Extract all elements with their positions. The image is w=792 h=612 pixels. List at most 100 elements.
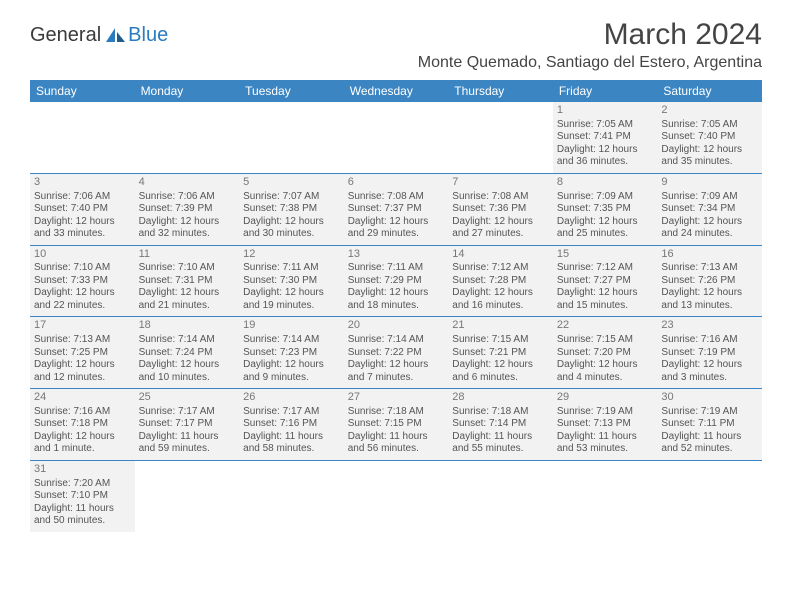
sun-line: Daylight: 12 hours bbox=[452, 287, 549, 300]
sun-line: Sunset: 7:24 PM bbox=[139, 347, 236, 360]
sun-line: Sunset: 7:25 PM bbox=[34, 347, 131, 360]
day-number: 4 bbox=[139, 176, 236, 190]
empty-cell bbox=[135, 461, 240, 532]
day-number: 19 bbox=[243, 319, 340, 333]
day-header-friday: Friday bbox=[553, 80, 658, 102]
sun-line: Daylight: 11 hours bbox=[557, 431, 654, 444]
sun-line: Sunrise: 7:13 AM bbox=[34, 334, 131, 347]
sun-line: Sunrise: 7:19 AM bbox=[557, 406, 654, 419]
title-block: March 2024 Monte Quemado, Santiago del E… bbox=[418, 18, 762, 72]
day-number: 9 bbox=[661, 176, 758, 190]
day-number: 8 bbox=[557, 176, 654, 190]
sun-line: Sunrise: 7:15 AM bbox=[557, 334, 654, 347]
sun-line: Daylight: 11 hours bbox=[661, 431, 758, 444]
sun-line: Sunset: 7:39 PM bbox=[139, 203, 236, 216]
day-number: 13 bbox=[348, 248, 445, 262]
sun-line: Sunrise: 7:15 AM bbox=[452, 334, 549, 347]
sun-line: and 53 minutes. bbox=[557, 443, 654, 456]
day-cell: 13Sunrise: 7:11 AMSunset: 7:29 PMDayligh… bbox=[344, 246, 449, 317]
sun-line: and 55 minutes. bbox=[452, 443, 549, 456]
day-number: 10 bbox=[34, 248, 131, 262]
empty-cell bbox=[657, 461, 762, 532]
sun-line: Sunset: 7:15 PM bbox=[348, 418, 445, 431]
day-cell: 8Sunrise: 7:09 AMSunset: 7:35 PMDaylight… bbox=[553, 174, 658, 245]
sun-line: Daylight: 12 hours bbox=[243, 359, 340, 372]
day-number: 17 bbox=[34, 319, 131, 333]
sun-line: Sunrise: 7:16 AM bbox=[661, 334, 758, 347]
day-cell: 24Sunrise: 7:16 AMSunset: 7:18 PMDayligh… bbox=[30, 389, 135, 460]
weeks-container: 1Sunrise: 7:05 AMSunset: 7:41 PMDaylight… bbox=[30, 102, 762, 532]
sun-line: Daylight: 12 hours bbox=[243, 287, 340, 300]
sun-line: Sunset: 7:37 PM bbox=[348, 203, 445, 216]
sun-line: Sunrise: 7:09 AM bbox=[557, 191, 654, 204]
week-row: 1Sunrise: 7:05 AMSunset: 7:41 PMDaylight… bbox=[30, 102, 762, 174]
sun-line: and 9 minutes. bbox=[243, 372, 340, 385]
sun-line: Sunset: 7:30 PM bbox=[243, 275, 340, 288]
sun-line: Sunset: 7:19 PM bbox=[661, 347, 758, 360]
day-number: 12 bbox=[243, 248, 340, 262]
day-number: 11 bbox=[139, 248, 236, 262]
day-number: 20 bbox=[348, 319, 445, 333]
sun-line: Sunset: 7:10 PM bbox=[34, 490, 131, 503]
day-cell: 17Sunrise: 7:13 AMSunset: 7:25 PMDayligh… bbox=[30, 317, 135, 388]
sun-line: Daylight: 12 hours bbox=[557, 359, 654, 372]
empty-cell bbox=[344, 102, 449, 173]
sun-line: Sunset: 7:14 PM bbox=[452, 418, 549, 431]
sun-line: and 25 minutes. bbox=[557, 228, 654, 241]
sun-line: Daylight: 12 hours bbox=[34, 287, 131, 300]
sun-line: Sunrise: 7:20 AM bbox=[34, 478, 131, 491]
sun-line: Sunrise: 7:05 AM bbox=[661, 119, 758, 132]
sun-line: Sunrise: 7:10 AM bbox=[139, 262, 236, 275]
sun-line: Daylight: 11 hours bbox=[243, 431, 340, 444]
sun-line: Sunset: 7:20 PM bbox=[557, 347, 654, 360]
day-cell: 3Sunrise: 7:06 AMSunset: 7:40 PMDaylight… bbox=[30, 174, 135, 245]
sun-line: Daylight: 12 hours bbox=[557, 216, 654, 229]
sun-line: Daylight: 12 hours bbox=[452, 359, 549, 372]
day-number: 24 bbox=[34, 391, 131, 405]
sun-line: Sunrise: 7:05 AM bbox=[557, 119, 654, 132]
sun-line: Sunrise: 7:14 AM bbox=[348, 334, 445, 347]
day-cell: 26Sunrise: 7:17 AMSunset: 7:16 PMDayligh… bbox=[239, 389, 344, 460]
logo-sail-icon bbox=[106, 26, 126, 44]
empty-cell bbox=[135, 102, 240, 173]
sun-line: Sunrise: 7:14 AM bbox=[139, 334, 236, 347]
sun-line: Sunrise: 7:16 AM bbox=[34, 406, 131, 419]
sun-line: Daylight: 12 hours bbox=[348, 216, 445, 229]
sun-line: and 16 minutes. bbox=[452, 300, 549, 313]
sun-line: Sunrise: 7:13 AM bbox=[661, 262, 758, 275]
day-cell: 25Sunrise: 7:17 AMSunset: 7:17 PMDayligh… bbox=[135, 389, 240, 460]
sun-line: Sunset: 7:33 PM bbox=[34, 275, 131, 288]
sun-line: Daylight: 12 hours bbox=[557, 287, 654, 300]
empty-cell bbox=[239, 102, 344, 173]
day-header-wednesday: Wednesday bbox=[344, 80, 449, 102]
day-cell: 1Sunrise: 7:05 AMSunset: 7:41 PMDaylight… bbox=[553, 102, 658, 173]
sun-line: Sunset: 7:40 PM bbox=[661, 131, 758, 144]
day-cell: 16Sunrise: 7:13 AMSunset: 7:26 PMDayligh… bbox=[657, 246, 762, 317]
sun-line: and 58 minutes. bbox=[243, 443, 340, 456]
empty-cell bbox=[344, 461, 449, 532]
sun-line: and 30 minutes. bbox=[243, 228, 340, 241]
day-number: 18 bbox=[139, 319, 236, 333]
sun-line: and 19 minutes. bbox=[243, 300, 340, 313]
day-header-monday: Monday bbox=[135, 80, 240, 102]
sun-line: and 35 minutes. bbox=[661, 156, 758, 169]
sun-line: and 56 minutes. bbox=[348, 443, 445, 456]
logo-text-general: General bbox=[30, 24, 101, 47]
sun-line: Sunrise: 7:14 AM bbox=[243, 334, 340, 347]
sun-line: Daylight: 12 hours bbox=[661, 144, 758, 157]
sun-line: Sunrise: 7:11 AM bbox=[243, 262, 340, 275]
sun-line: Daylight: 12 hours bbox=[348, 359, 445, 372]
day-cell: 18Sunrise: 7:14 AMSunset: 7:24 PMDayligh… bbox=[135, 317, 240, 388]
day-header-row: Sunday Monday Tuesday Wednesday Thursday… bbox=[30, 80, 762, 102]
day-cell: 14Sunrise: 7:12 AMSunset: 7:28 PMDayligh… bbox=[448, 246, 553, 317]
sun-line: Sunset: 7:21 PM bbox=[452, 347, 549, 360]
sun-line: Sunrise: 7:10 AM bbox=[34, 262, 131, 275]
sun-line: Sunrise: 7:12 AM bbox=[452, 262, 549, 275]
day-cell: 29Sunrise: 7:19 AMSunset: 7:13 PMDayligh… bbox=[553, 389, 658, 460]
month-title: March 2024 bbox=[418, 18, 762, 52]
day-header-tuesday: Tuesday bbox=[239, 80, 344, 102]
sun-line: Daylight: 12 hours bbox=[452, 216, 549, 229]
sun-line: Daylight: 11 hours bbox=[139, 431, 236, 444]
sun-line: Sunset: 7:29 PM bbox=[348, 275, 445, 288]
week-row: 10Sunrise: 7:10 AMSunset: 7:33 PMDayligh… bbox=[30, 246, 762, 318]
